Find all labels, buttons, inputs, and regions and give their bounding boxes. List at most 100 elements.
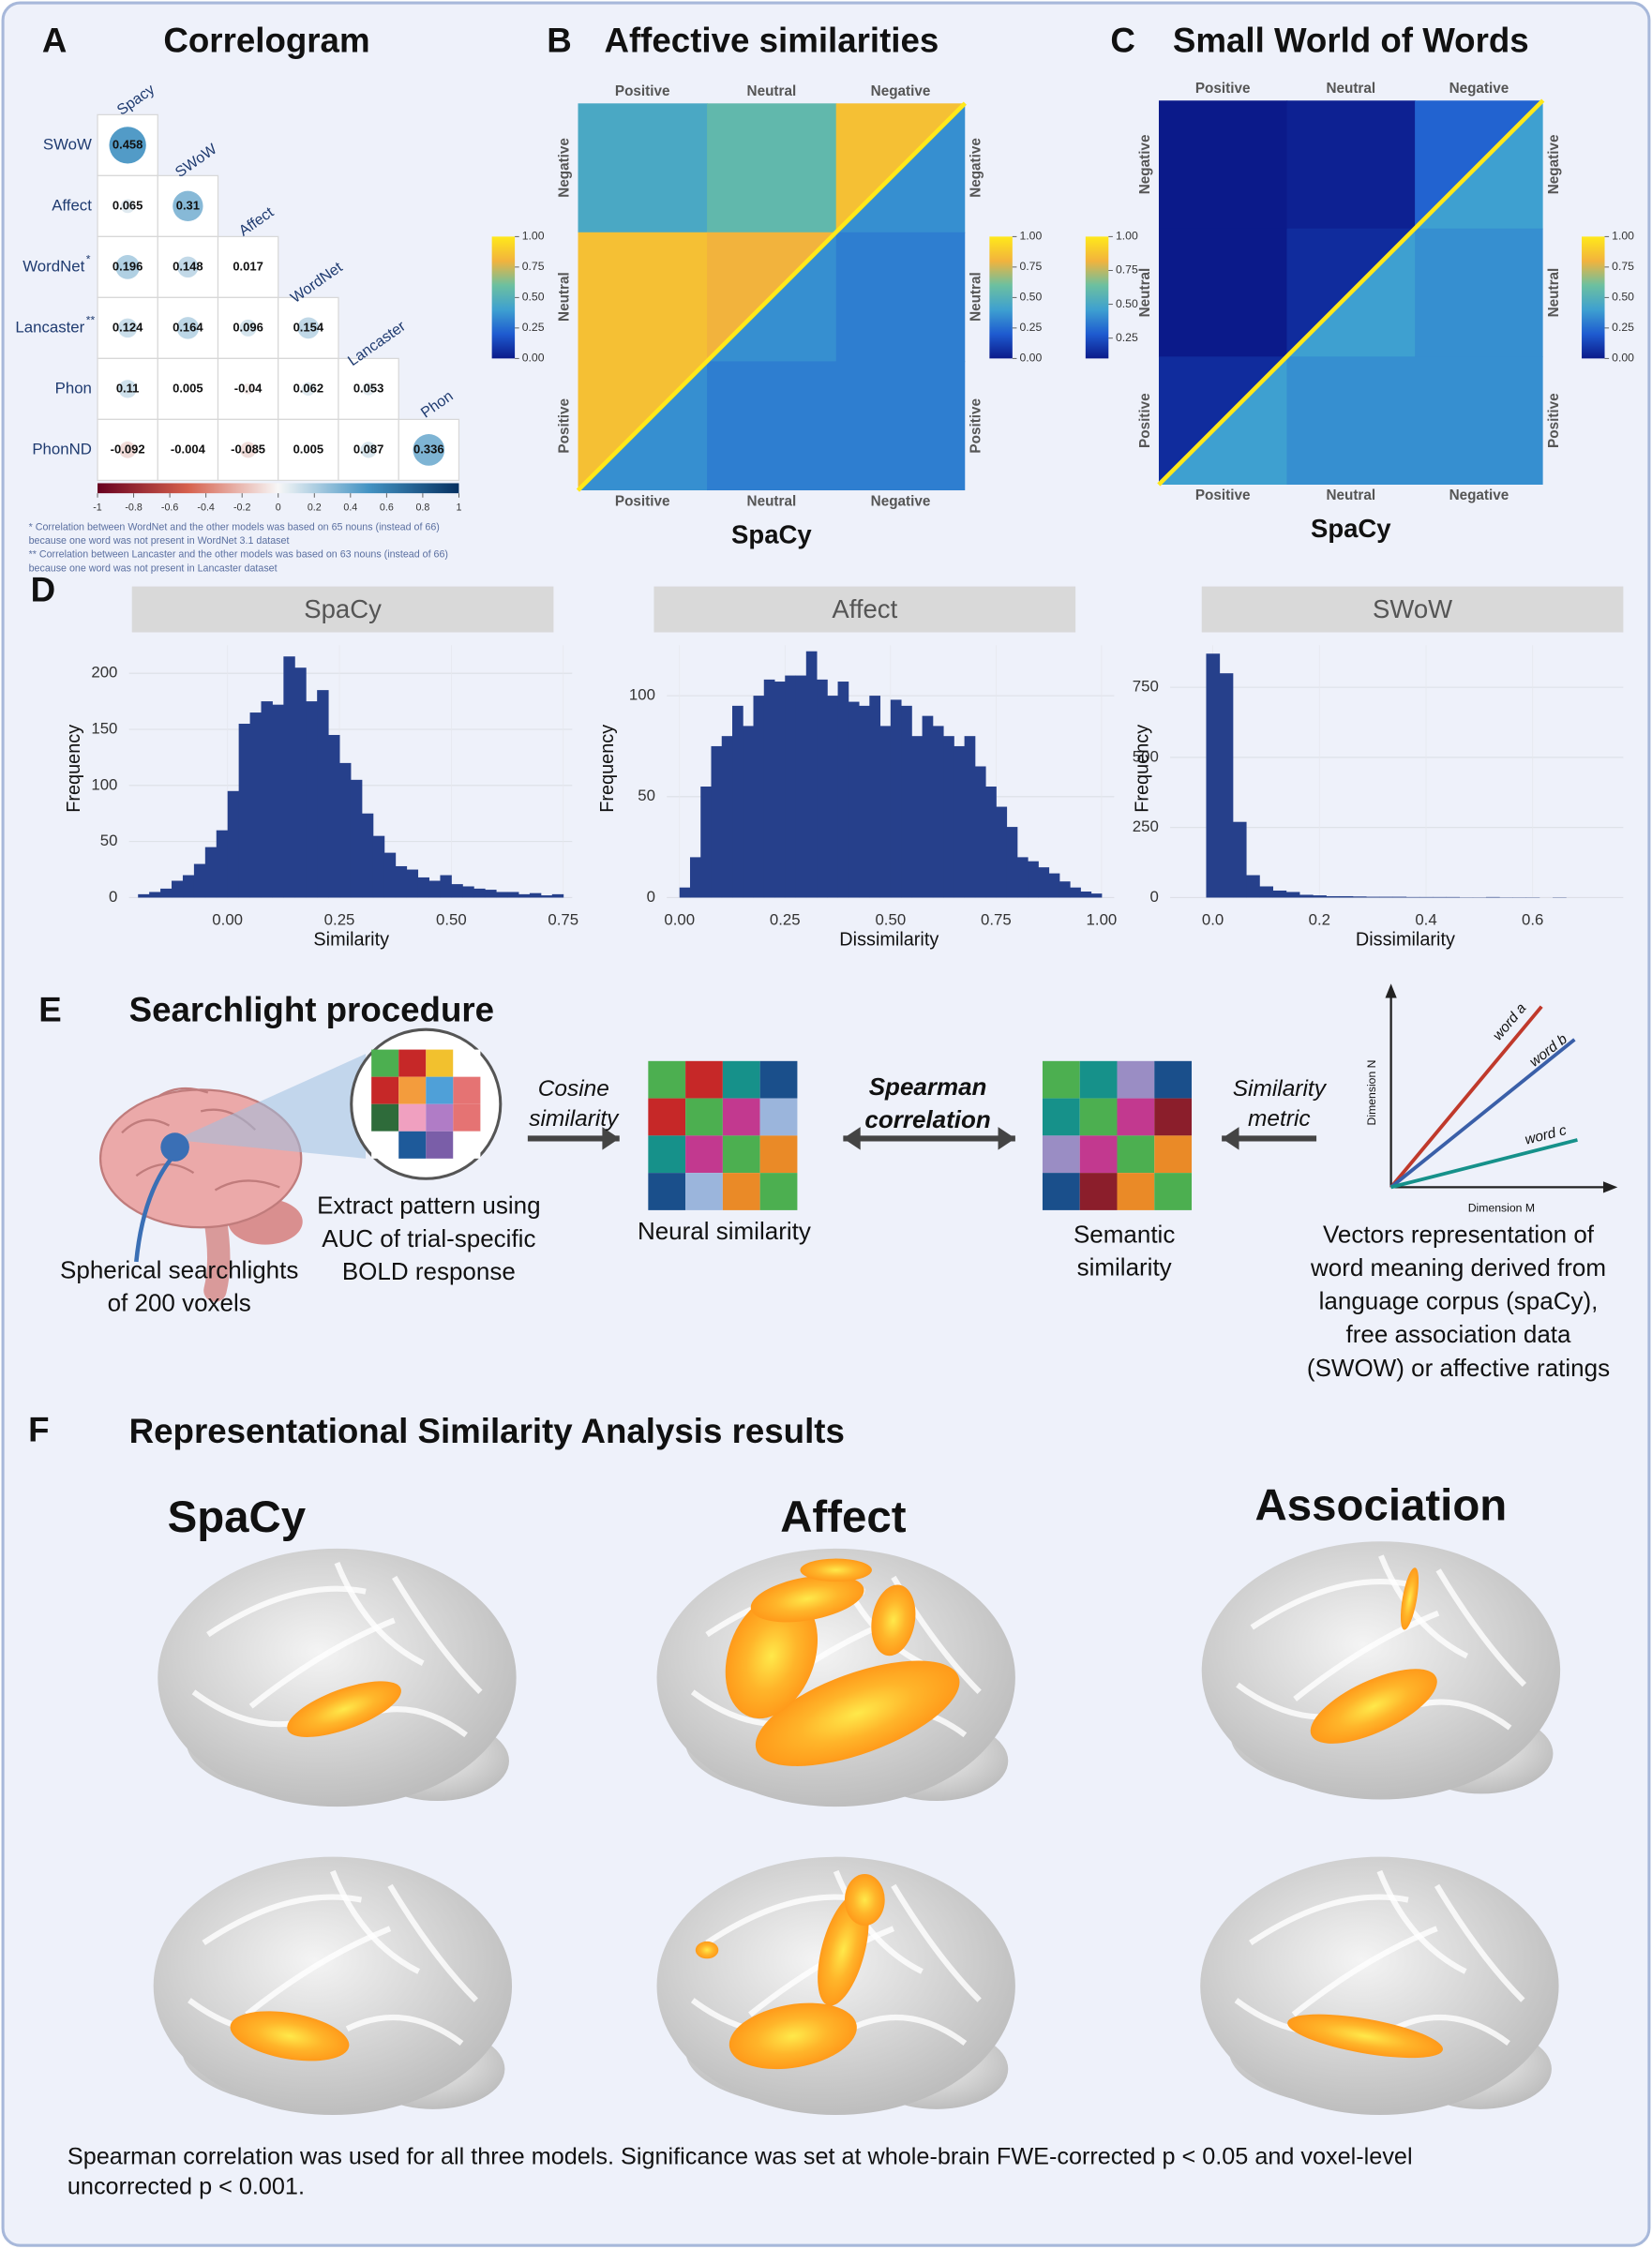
colorbar-tick-label: 0.6 xyxy=(380,502,394,513)
neural-cell xyxy=(759,1098,798,1136)
colorbar-tick-label: 0.00 xyxy=(522,352,545,365)
y-tick-label: 0 xyxy=(1149,888,1158,906)
colorbar-tick-label: -1 xyxy=(93,502,102,513)
colorbar-tick-label: 0.50 xyxy=(1116,297,1138,310)
x-tick-label: 0.2 xyxy=(1309,910,1330,928)
bar xyxy=(837,682,849,898)
semantic-cell xyxy=(1079,1098,1118,1136)
pattern-cell xyxy=(426,1049,454,1077)
bar xyxy=(1206,653,1221,898)
value-label: -0.004 xyxy=(171,442,206,456)
neural-cell xyxy=(722,1135,760,1174)
y-tick-label: 250 xyxy=(1133,817,1159,835)
bar xyxy=(700,787,712,898)
corr-circle xyxy=(413,434,445,466)
arrow-head xyxy=(1602,1181,1618,1193)
bar xyxy=(160,888,173,898)
bar xyxy=(890,699,902,898)
semantic-cell xyxy=(1079,1060,1118,1099)
group-label: Neutral xyxy=(969,272,984,322)
heat-cell xyxy=(578,232,708,363)
semantic-cell xyxy=(1117,1098,1155,1136)
strip-title: SpaCy xyxy=(304,594,382,623)
pattern-cell xyxy=(453,1103,481,1132)
bar xyxy=(848,701,860,898)
y-axis-title: Frequency xyxy=(597,725,618,813)
neural-cell xyxy=(685,1060,723,1099)
bar xyxy=(462,886,474,898)
arrow-head xyxy=(843,1127,861,1150)
row-label: WordNet xyxy=(23,257,84,275)
bar xyxy=(529,892,542,898)
gyrus xyxy=(833,1869,924,1974)
semantic-cell xyxy=(1042,1135,1080,1174)
heat-cell xyxy=(1415,356,1543,485)
heat-cell xyxy=(1158,228,1288,358)
heat-cell xyxy=(1286,100,1416,230)
bar xyxy=(753,696,765,898)
caption: similarity xyxy=(529,1106,620,1132)
gyrus xyxy=(334,1562,425,1666)
bar xyxy=(451,884,463,898)
bar xyxy=(1232,821,1247,898)
gyrus xyxy=(891,1883,982,2002)
activation xyxy=(725,1594,818,1719)
pattern-cell xyxy=(371,1131,399,1159)
gyrus xyxy=(387,1883,478,2002)
value-label: 0.11 xyxy=(116,381,140,395)
x-axis-title: SpaCy xyxy=(731,519,812,548)
caption: language corpus (spaCy), xyxy=(1319,1287,1599,1315)
corr-circle xyxy=(119,442,136,458)
bar xyxy=(763,679,775,898)
colorbar xyxy=(491,236,516,359)
bar xyxy=(518,893,531,898)
chart-title: Affective similarities xyxy=(604,22,939,60)
bar xyxy=(1038,867,1050,898)
corr-circle xyxy=(362,382,375,396)
bar xyxy=(805,651,818,898)
panel-letter: D xyxy=(31,570,56,608)
bar xyxy=(485,890,497,898)
footnote: Spearman correlation was used for all th… xyxy=(68,2144,1413,2170)
semantic-cell xyxy=(1117,1060,1155,1099)
group-label: Neutral xyxy=(557,272,573,322)
group-label: Positive xyxy=(1546,393,1562,448)
caption: Spherical searchlights xyxy=(60,1256,298,1284)
group-label: Positive xyxy=(1195,487,1251,503)
corr-circle xyxy=(117,318,138,338)
activation xyxy=(800,1558,872,1582)
bar xyxy=(306,701,318,898)
bar xyxy=(1080,891,1092,898)
semantic-cell xyxy=(1154,1060,1193,1099)
value-label: 0.31 xyxy=(176,198,200,212)
bar xyxy=(216,830,229,898)
heat-cell xyxy=(1286,356,1416,485)
corr-circle xyxy=(186,386,190,391)
vector xyxy=(1389,1005,1543,1189)
x-axis-title: Dissimilarity xyxy=(1356,930,1455,951)
neural-cell xyxy=(685,1173,723,1210)
gyrus xyxy=(1435,1568,1527,1687)
diagonal xyxy=(1157,98,1545,487)
group-label: Negative xyxy=(871,83,931,99)
group-label: Neutral xyxy=(1326,81,1375,97)
bar xyxy=(1313,895,1327,898)
neural-cell xyxy=(648,1060,686,1099)
colorbar-tick-label: 0.25 xyxy=(522,321,545,334)
gyrus xyxy=(345,2014,464,2046)
colorbar xyxy=(1085,236,1109,359)
colorbar-tick-label: 0.8 xyxy=(415,502,429,513)
bar xyxy=(901,705,912,898)
bar xyxy=(689,857,701,898)
semantic-cell xyxy=(1042,1098,1080,1136)
x-tick-label: 0.6 xyxy=(1522,910,1543,928)
pattern-cell xyxy=(371,1049,399,1077)
bar xyxy=(721,736,733,898)
pattern-cell xyxy=(453,1131,481,1159)
colorbar-tick-label: 1.00 xyxy=(522,230,545,243)
panel-letter: C xyxy=(1110,22,1135,60)
colorbar xyxy=(989,236,1013,359)
bar xyxy=(1048,873,1060,898)
colorbar-tick-label: 1.00 xyxy=(1612,230,1634,243)
neural-cell xyxy=(722,1060,760,1099)
